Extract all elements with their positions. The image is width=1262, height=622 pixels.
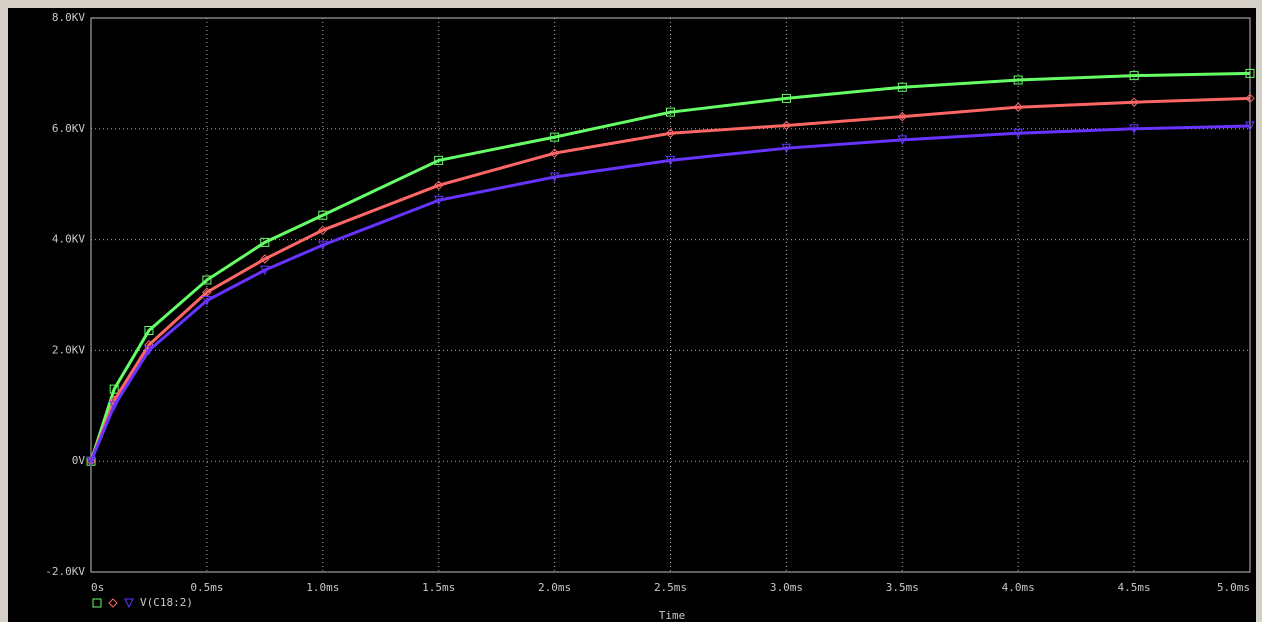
data-point bbox=[1129, 97, 1139, 107]
data-point bbox=[781, 120, 792, 131]
data-point bbox=[260, 237, 270, 247]
legend-marker bbox=[108, 598, 118, 608]
x-tick-label: 1.0ms bbox=[306, 581, 339, 594]
data-point bbox=[202, 296, 212, 306]
x-tick-label: 5.0ms bbox=[1217, 581, 1250, 594]
x-tick-label: 3.0ms bbox=[770, 581, 803, 594]
y-tick-label: 2.0KV bbox=[52, 343, 85, 356]
y-tick-label: -2.0KV bbox=[45, 565, 85, 578]
data-point bbox=[318, 225, 328, 235]
legend-marker bbox=[124, 598, 134, 609]
data-point bbox=[1013, 128, 1024, 139]
x-tick-label: 3.5ms bbox=[886, 581, 919, 594]
data-point bbox=[433, 180, 444, 191]
data-point bbox=[1245, 121, 1255, 132]
data-point bbox=[1129, 71, 1139, 81]
y-tick-label: 4.0KV bbox=[52, 233, 85, 246]
legend-marker bbox=[92, 598, 102, 608]
data-point bbox=[202, 275, 212, 285]
data-point bbox=[86, 456, 96, 467]
data-point bbox=[781, 93, 791, 103]
data-point bbox=[433, 195, 444, 206]
x-tick-label: 2.0ms bbox=[538, 581, 571, 594]
data-point bbox=[1013, 75, 1023, 85]
data-point bbox=[897, 135, 908, 145]
data-point bbox=[666, 107, 675, 117]
data-point bbox=[549, 172, 560, 183]
data-point bbox=[1245, 68, 1255, 78]
series-line bbox=[89, 124, 1251, 462]
data-point bbox=[549, 148, 560, 158]
data-point bbox=[260, 265, 270, 276]
data-point bbox=[1129, 124, 1139, 134]
legend-text: V(C18:2) bbox=[140, 596, 193, 609]
series-line bbox=[89, 71, 1251, 462]
data-point bbox=[260, 254, 270, 264]
x-tick-label: 1.5ms bbox=[422, 581, 455, 594]
data-point bbox=[1245, 93, 1255, 104]
data-point bbox=[318, 210, 328, 220]
data-point bbox=[781, 143, 792, 154]
x-tick-label: 2.5ms bbox=[654, 581, 687, 594]
data-point bbox=[434, 155, 444, 165]
x-tick-label: 4.0ms bbox=[1002, 581, 1035, 594]
data-point bbox=[144, 325, 154, 335]
y-tick-label: 0V bbox=[72, 454, 86, 467]
x-tick-label: 4.5ms bbox=[1118, 581, 1151, 594]
data-point bbox=[1013, 102, 1023, 112]
data-point bbox=[317, 240, 328, 251]
data-point bbox=[897, 111, 908, 122]
series-line bbox=[89, 96, 1251, 462]
y-tick-label: 8.0KV bbox=[52, 11, 85, 24]
x-tick-label: 0s bbox=[91, 581, 104, 594]
data-point bbox=[144, 345, 154, 356]
data-point bbox=[550, 132, 560, 142]
data-point bbox=[109, 401, 119, 411]
data-point bbox=[665, 155, 676, 166]
data-point bbox=[665, 128, 676, 138]
data-point bbox=[897, 82, 907, 92]
plot-background bbox=[8, 8, 1256, 622]
x-axis-label: Time bbox=[659, 609, 686, 622]
x-tick-label: 0.5ms bbox=[190, 581, 223, 594]
y-tick-label: 6.0KV bbox=[52, 122, 85, 135]
